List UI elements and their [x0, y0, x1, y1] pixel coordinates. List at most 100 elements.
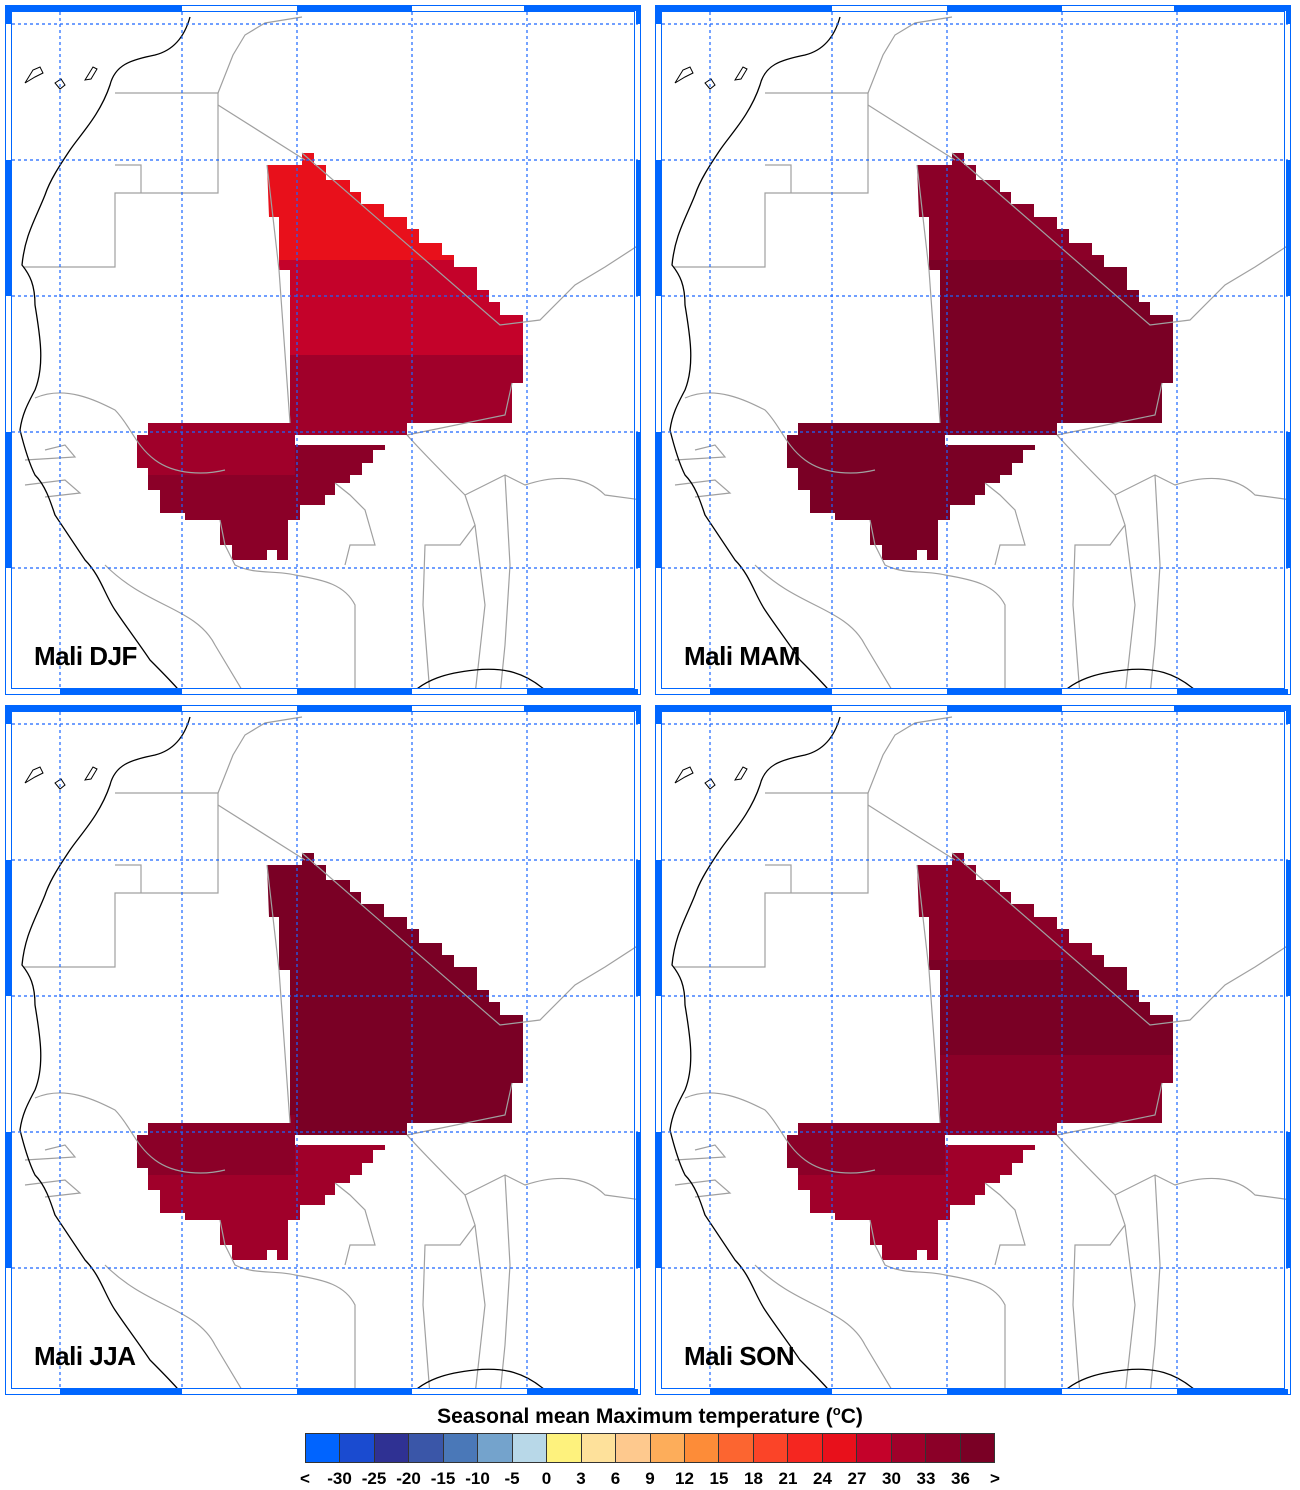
- frame-tick: [656, 432, 661, 568]
- country-border: [1056, 1134, 1126, 1388]
- country-border: [867, 16, 953, 94]
- country-border: [266, 864, 291, 1124]
- colorbar-box: [857, 1434, 892, 1462]
- colorbar-box: [443, 1434, 479, 1462]
- frame-tick: [947, 6, 1062, 11]
- frame-tick: [710, 689, 832, 694]
- colorbar-tick-label: 12: [675, 1469, 694, 1488]
- colorbar-tick-label: -30: [327, 1469, 352, 1488]
- frame-tick: [5, 6, 182, 11]
- country-border: [674, 1179, 732, 1198]
- map: [655, 705, 1291, 1395]
- country-border: [104, 564, 242, 688]
- frame-tick: [656, 860, 661, 996]
- frame-tick: [655, 6, 832, 11]
- colorbar: [305, 1433, 995, 1463]
- country-border: [674, 444, 727, 461]
- mali-temperature-field: [787, 153, 1173, 560]
- colorbar-box: [340, 1434, 375, 1462]
- frame-tick: [6, 706, 11, 724]
- country-border: [500, 1174, 511, 1388]
- colorbar-tick-label: -5: [504, 1469, 520, 1488]
- colorbar-box: [719, 1434, 754, 1462]
- coastline: [417, 1368, 544, 1388]
- frame-tick: [6, 432, 11, 568]
- country-border: [217, 16, 303, 94]
- country-border: [684, 392, 876, 474]
- country-border: [674, 479, 732, 498]
- island-outline: [24, 766, 98, 790]
- country-border: [1056, 1082, 1163, 1136]
- colorbar-tick-label: 24: [813, 1469, 832, 1488]
- temperature-zone-central: [905, 260, 1173, 355]
- frame-tick: [1174, 6, 1288, 11]
- frame-tick: [656, 706, 661, 724]
- map-frame: [5, 705, 641, 1395]
- country-border: [674, 1144, 727, 1161]
- colorbar-box: [926, 1434, 961, 1462]
- colorbar-box: [409, 1434, 444, 1462]
- country-border: [754, 564, 892, 688]
- country-border: [1150, 1174, 1161, 1388]
- country-border: [916, 864, 941, 1124]
- country-border: [24, 1144, 77, 1161]
- colorbar-box: [616, 1434, 651, 1462]
- colorbar-title: Seasonal mean Maximum temperature (oC): [437, 1403, 863, 1428]
- colorbar-box: [822, 1434, 858, 1462]
- frame-tick: [524, 706, 638, 711]
- temperature-zone-east: [255, 1055, 523, 1135]
- colorbar-box: [478, 1434, 513, 1462]
- panel-label: Mali MAM: [684, 641, 800, 671]
- coastline: [19, 716, 191, 1388]
- country-border: [1114, 474, 1288, 501]
- country-border: [23, 92, 219, 268]
- country-border: [266, 164, 291, 424]
- frame-tick: [656, 160, 661, 296]
- map-panel-djf: Mali DJF: [5, 5, 641, 695]
- frame-tick: [297, 1389, 412, 1394]
- country-border: [867, 804, 956, 861]
- country-border: [24, 444, 77, 461]
- frame-tick: [1177, 1389, 1288, 1394]
- country-border: [1124, 524, 1136, 688]
- colorbar-tick-label: <: [300, 1469, 310, 1488]
- country-border: [115, 164, 142, 193]
- colorbar-box: [512, 1434, 548, 1462]
- colorbar-tick-label: 21: [778, 1469, 798, 1488]
- colorbar-tick-label: 36: [951, 1469, 970, 1488]
- colorbar-tick-label: 3: [576, 1469, 586, 1488]
- colorbar-box: [960, 1434, 995, 1462]
- colorbar-tick-label: -10: [465, 1469, 490, 1488]
- panel-label: Mali JJA: [34, 1341, 136, 1371]
- colorbar-tick-label: 30: [882, 1469, 901, 1488]
- temperature-zone-southwest: [137, 415, 295, 475]
- country-border: [406, 1082, 513, 1136]
- colorbar-tick-label: 6: [610, 1469, 621, 1488]
- country-border: [406, 382, 513, 436]
- frame-tick: [656, 6, 661, 24]
- country-border: [24, 479, 82, 498]
- temperature-zone-east: [905, 355, 1173, 435]
- temperature-zone-central: [255, 960, 523, 1055]
- colorbar-tick-label: 33: [916, 1469, 936, 1488]
- colorbar-box: [788, 1434, 823, 1462]
- colorbar-tick-label: 0: [541, 1469, 552, 1488]
- country-border: [464, 474, 638, 501]
- temperature-zone-central: [905, 960, 1173, 1055]
- country-border: [984, 1182, 1026, 1266]
- country-border: [334, 482, 376, 566]
- colorbar-box: [547, 1434, 582, 1462]
- country-border: [464, 1174, 638, 1201]
- frame-tick: [5, 706, 182, 711]
- colorbar-tick-label: 9: [645, 1469, 655, 1488]
- colorbar-tick-label: 18: [744, 1469, 763, 1488]
- temperature-zone-east: [255, 355, 523, 435]
- map-frame: [5, 5, 641, 695]
- country-border: [23, 792, 219, 968]
- country-border: [673, 92, 869, 268]
- country-border: [217, 716, 303, 794]
- frame-tick: [527, 1389, 638, 1394]
- mali-temperature-field: [787, 853, 1173, 1260]
- frame-tick: [947, 1389, 1062, 1394]
